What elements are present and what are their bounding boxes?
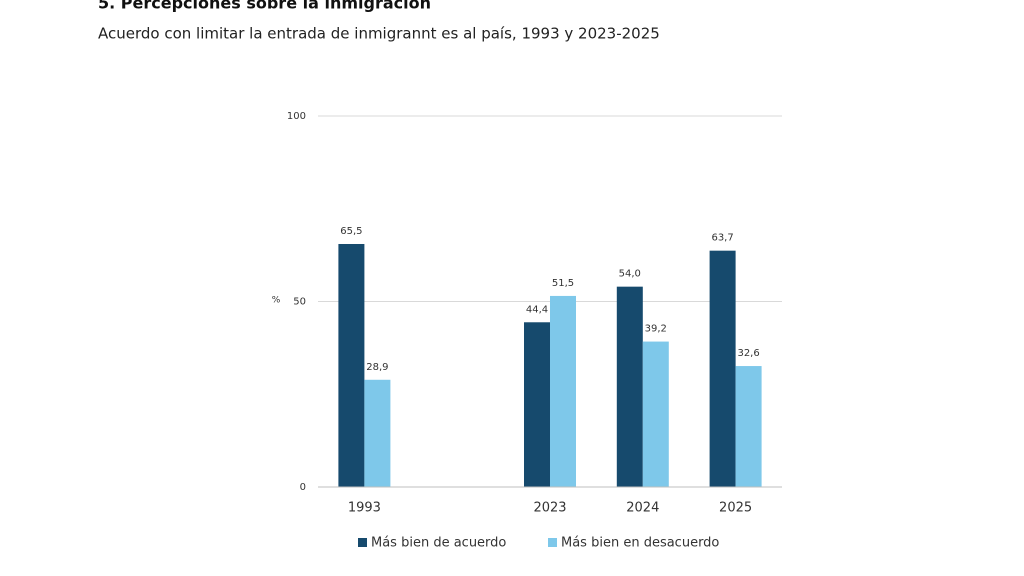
- value-label: 51,5: [552, 278, 574, 289]
- bar: [364, 379, 391, 487]
- x-tick-label: 2024: [626, 501, 659, 516]
- x-tick-label: 2025: [719, 501, 752, 516]
- legend-label: Más bien de acuerdo: [371, 536, 506, 551]
- y-tick-label: 50: [293, 297, 306, 308]
- y-tick-label: 100: [287, 111, 306, 122]
- chart-subtitle: Acuerdo con limitar la entrada de inmigr…: [98, 25, 660, 43]
- legend-label: Más bien en desacuerdo: [561, 536, 719, 551]
- value-label: 39,2: [645, 324, 667, 335]
- x-tick-label: 1993: [348, 501, 381, 516]
- bar: [642, 341, 669, 487]
- y-axis-label: %: [272, 296, 281, 306]
- value-label: 65,5: [340, 226, 362, 237]
- bar: [524, 322, 550, 487]
- value-label: 32,6: [737, 348, 759, 359]
- value-label: 54,0: [619, 269, 641, 280]
- bar: [616, 286, 643, 487]
- value-label: 44,4: [526, 304, 548, 315]
- chart-title: 5. Percepciones sobre la inmigración: [98, 0, 431, 13]
- y-tick-label: 0: [300, 482, 306, 493]
- x-tick-label: 2023: [533, 501, 566, 516]
- value-label: 63,7: [711, 233, 733, 244]
- bar: [338, 243, 365, 487]
- legend-swatch: [358, 538, 367, 547]
- bar: [550, 295, 576, 487]
- bar: [735, 366, 762, 487]
- legend-swatch: [548, 538, 557, 547]
- bar: [709, 250, 736, 487]
- value-label: 28,9: [366, 362, 388, 373]
